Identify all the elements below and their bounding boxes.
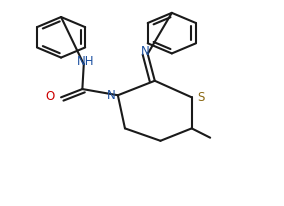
Text: S: S [197, 91, 204, 104]
Text: O: O [46, 90, 55, 103]
Text: N: N [107, 89, 116, 102]
Text: NH: NH [77, 55, 95, 68]
Text: N: N [141, 44, 150, 57]
